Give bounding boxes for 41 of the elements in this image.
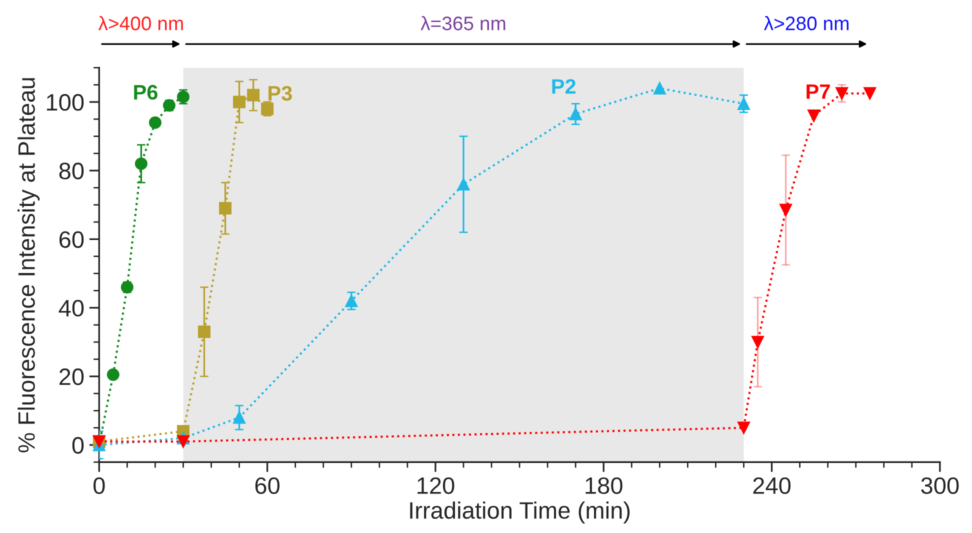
y-tick-label: 100 xyxy=(46,94,84,111)
point xyxy=(233,96,246,108)
y-tick-label: 20 xyxy=(59,368,84,386)
series-label: P2 xyxy=(552,79,576,94)
y-tick-label: 0 xyxy=(72,437,84,454)
y-axis-title: % Fluorescence Intensity at Plateau xyxy=(18,78,40,452)
series-label: P7 xyxy=(806,84,830,99)
point xyxy=(198,326,210,338)
text: λ>280 nm xyxy=(764,16,848,30)
point xyxy=(106,368,120,381)
point xyxy=(233,411,246,424)
point xyxy=(653,82,666,95)
point xyxy=(808,109,820,122)
point xyxy=(247,88,260,102)
band-label: λ=365 nm xyxy=(420,16,506,30)
point xyxy=(780,204,792,216)
x-tick-label: 300 xyxy=(921,477,959,494)
series-label: P3 xyxy=(268,86,292,101)
point xyxy=(134,157,148,170)
series-label: P6 xyxy=(134,84,158,100)
point xyxy=(148,116,162,129)
point xyxy=(345,294,358,308)
y-tick-label: 60 xyxy=(60,231,84,248)
point xyxy=(864,87,876,100)
text: λ>400 nm xyxy=(98,16,183,30)
y-tick-label: 40 xyxy=(58,300,84,317)
x-tick-label: 180 xyxy=(586,477,622,494)
point xyxy=(219,202,232,215)
point xyxy=(569,108,582,120)
x-tick-label: 240 xyxy=(753,477,791,494)
point xyxy=(752,336,764,348)
point xyxy=(176,435,190,448)
y-tick-label: 80 xyxy=(59,162,84,180)
point xyxy=(737,97,750,110)
x-tick-label: 60 xyxy=(255,477,280,494)
x-tick-label: 0 xyxy=(94,477,105,494)
x-axis-title: Irradiation Time (min) xyxy=(410,501,630,524)
point xyxy=(836,87,848,100)
point xyxy=(457,178,470,191)
x-tick-label: 120 xyxy=(418,477,454,494)
point xyxy=(737,422,750,434)
